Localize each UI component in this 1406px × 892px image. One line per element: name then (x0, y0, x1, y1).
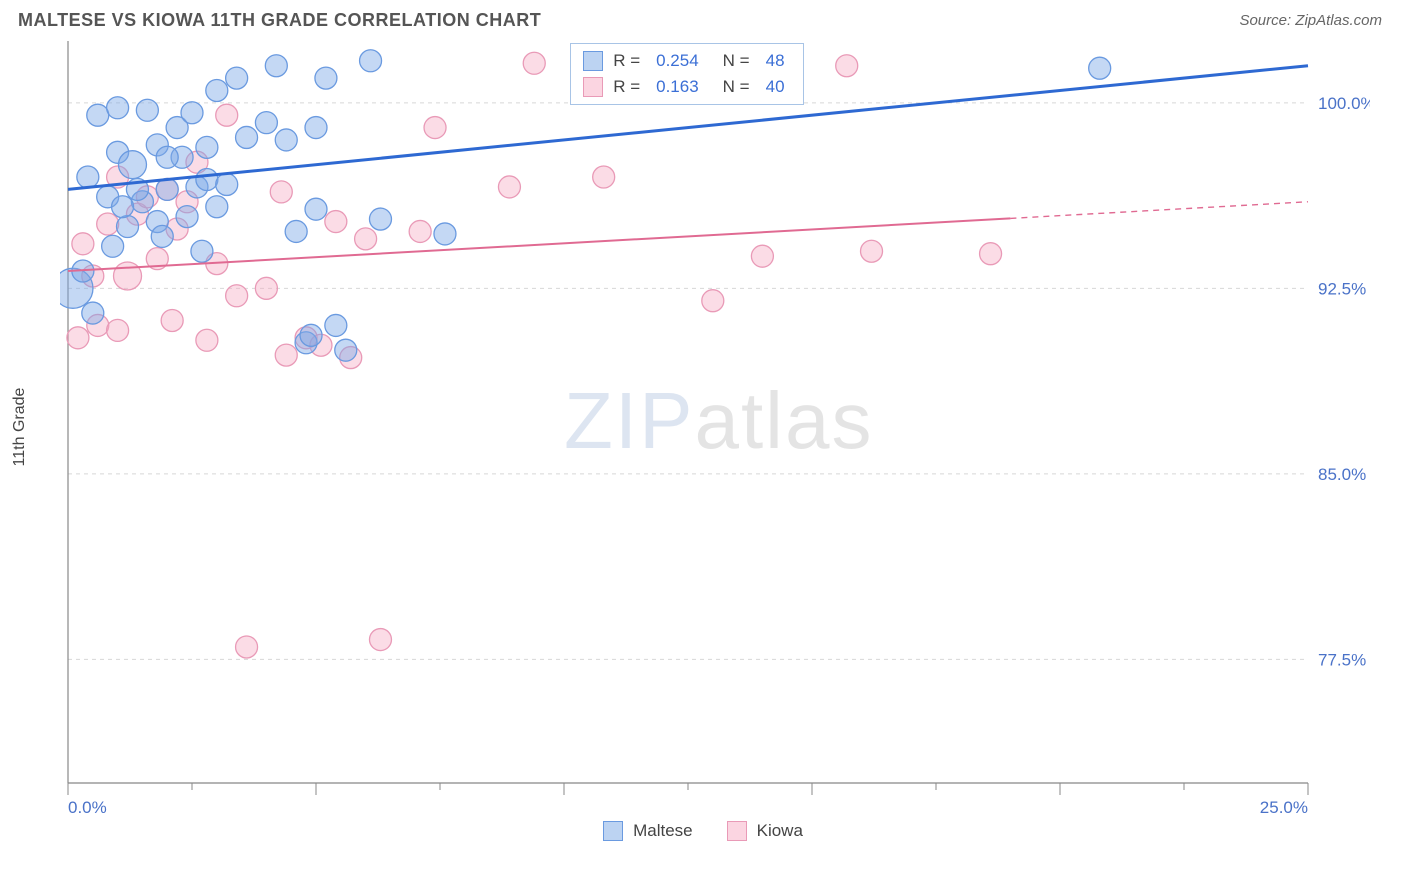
swatch-icon (583, 51, 603, 71)
legend-label: Maltese (633, 821, 693, 841)
stats-legend: R = 0.254 N = 48 R = 0.163 N = 40 (570, 43, 803, 105)
n-value: 40 (766, 74, 785, 100)
n-label: N = (723, 48, 750, 74)
r-value: 0.163 (656, 74, 699, 100)
chart-title: MALTESE VS KIOWA 11TH GRADE CORRELATION … (18, 10, 541, 31)
series-legend: Maltese Kiowa (0, 821, 1406, 841)
stats-row-kiowa: R = 0.163 N = 40 (583, 74, 790, 100)
r-value: 0.254 (656, 48, 699, 74)
legend-item-maltese: Maltese (603, 821, 693, 841)
swatch-icon (603, 821, 623, 841)
legend-label: Kiowa (757, 821, 803, 841)
chart-container: 11th Grade 0.0%25.0%77.5%85.0%92.5%100.0… (60, 37, 1386, 817)
svg-text:77.5%: 77.5% (1318, 650, 1366, 669)
scatter-chart: 0.0% 25.0% 77.5% 85.0% 92.5% 100.0% (60, 37, 1370, 817)
n-value: 48 (766, 48, 785, 74)
r-label: R = (613, 48, 640, 74)
n-label: N = (723, 74, 750, 100)
swatch-icon (583, 77, 603, 97)
r-label: R = (613, 74, 640, 100)
svg-text:25.0%: 25.0% (1260, 798, 1308, 817)
svg-text:0.0%: 0.0% (68, 798, 107, 817)
legend-item-kiowa: Kiowa (727, 821, 803, 841)
svg-text:100.0%: 100.0% (1318, 94, 1370, 113)
y-axis-label: 11th Grade (11, 388, 29, 467)
swatch-icon (727, 821, 747, 841)
source-label: Source: ZipAtlas.com (1239, 12, 1382, 29)
stats-row-maltese: R = 0.254 N = 48 (583, 48, 790, 74)
svg-text:92.5%: 92.5% (1318, 279, 1366, 298)
svg-text:85.0%: 85.0% (1318, 465, 1366, 484)
